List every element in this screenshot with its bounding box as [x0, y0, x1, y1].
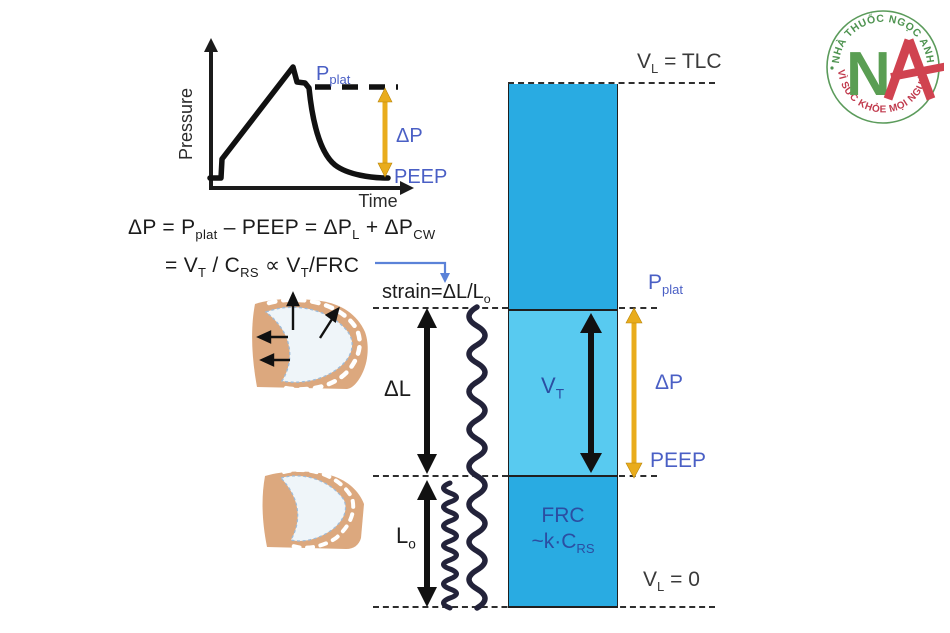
tlc-dashed-line — [508, 82, 715, 84]
tidal-volume-region: VT — [508, 309, 618, 477]
resting-spring-icon — [441, 480, 459, 611]
bar-delta-p-arrow — [625, 307, 643, 479]
length-arrows — [417, 308, 437, 607]
pplat-dashed-line-left — [373, 307, 508, 309]
frc-label: FRC ~k·CRS — [531, 504, 595, 557]
lo-arrow — [417, 480, 437, 607]
bar-delta-p-label: ΔP — [655, 371, 684, 394]
vt-label: VT — [541, 373, 565, 402]
equation-line-2: = VT / CRS ∝ VT/FRC — [165, 254, 360, 281]
peep-dashed-line-left — [373, 475, 508, 477]
lung-shape — [279, 475, 347, 542]
peep-dashed-line-right — [619, 475, 657, 477]
tlc-label: VL = TLC — [637, 50, 722, 77]
logo-monogram-n: N — [846, 40, 891, 109]
stretched-spring-icon — [466, 304, 488, 611]
pleura-dashes — [282, 468, 356, 550]
zero-volume-label: VL = 0 — [643, 568, 700, 595]
bar-pplat-label: Pplat — [648, 271, 684, 298]
logo-monogram-a — [883, 38, 944, 101]
frc-region: FRC ~k·CRS — [508, 477, 618, 608]
connector-arrow — [375, 261, 450, 283]
reserve-volume-region — [508, 84, 618, 309]
strain-equation: strain=ΔL/Lo — [382, 281, 491, 306]
lung-shape — [264, 306, 353, 383]
delta-p-label: ΔP — [396, 125, 423, 147]
y-axis-label: Pressure — [176, 88, 196, 160]
bar-peep-label: PEEP — [650, 449, 707, 472]
vt-arrow — [580, 313, 602, 473]
expansion-arrows — [256, 291, 340, 367]
x-axis-arrowhead — [400, 181, 414, 195]
y-axis-arrowhead — [204, 38, 218, 52]
inflated-lung-illustration — [252, 291, 368, 392]
driving-pressure-equation: ΔP = Pplat – PEEP = ΔPL + ΔPCW = VT / CR… — [128, 212, 435, 288]
pleura-dashes — [266, 297, 362, 392]
pplat-dashed-line-right — [619, 307, 657, 309]
peep-label: PEEP — [394, 166, 447, 188]
pressure-curve — [207, 64, 391, 181]
springs — [441, 304, 488, 611]
equation-line-1: ΔP = Pplat – PEEP = ΔPL + ΔPCW — [128, 216, 436, 243]
lung-volume-bar: VT FRC ~k·CRS — [508, 84, 618, 608]
delta-p-arrowhead-top — [377, 87, 393, 103]
x-axis-label: Time — [358, 191, 397, 211]
pharmacy-watermark-logo: NHÀ THUỐC NGỌC ANH VÌ SỨC KHỎE MỌI NGƯỜI… — [826, 10, 944, 124]
delta-l-arrow — [417, 308, 437, 474]
resting-lung-illustration — [262, 468, 364, 550]
pressure-time-graph: Pressure Time Pplat ΔP PEEP — [176, 38, 447, 211]
delta-p-arrowhead-bottom — [377, 162, 393, 178]
delta-l-label: ΔL — [384, 376, 411, 401]
lo-label: Lo — [396, 523, 416, 552]
pplat-label: Pplat — [316, 63, 351, 87]
logo-dot-left — [830, 66, 834, 70]
